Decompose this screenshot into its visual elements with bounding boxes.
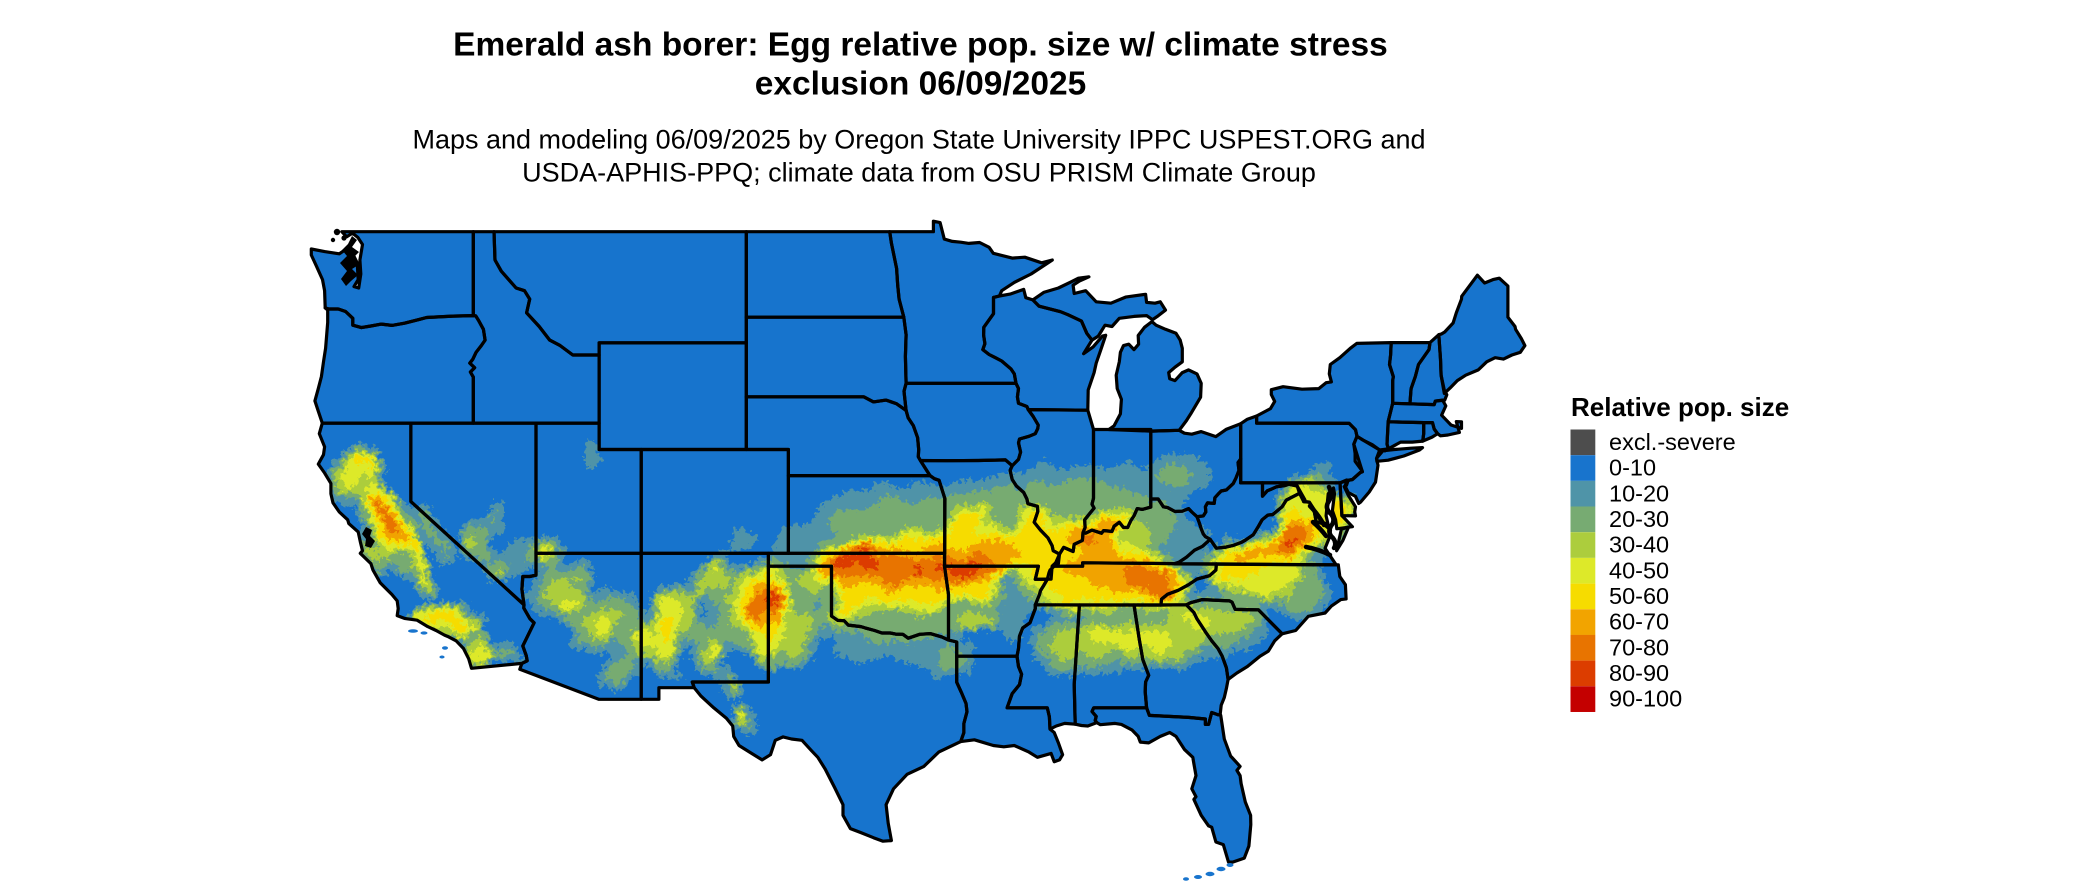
svg-text:80-90: 80-90: [1609, 660, 1669, 686]
svg-text:Maps and modeling 06/09/2025 b: Maps and modeling 06/09/2025 by Oregon S…: [412, 125, 1425, 155]
svg-text:30-40: 30-40: [1609, 532, 1669, 558]
svg-text:70-80: 70-80: [1609, 634, 1669, 660]
svg-text:Emerald ash borer: Egg relativ: Emerald ash borer: Egg relative pop. siz…: [453, 27, 1388, 64]
svg-text:40-50: 40-50: [1609, 557, 1669, 583]
svg-text:60-70: 60-70: [1609, 609, 1669, 635]
svg-text:excl.-severe: excl.-severe: [1609, 429, 1736, 455]
svg-text:90-100: 90-100: [1609, 686, 1682, 712]
svg-text:exclusion 06/09/2025: exclusion 06/09/2025: [755, 66, 1087, 103]
svg-text:USDA-APHIS-PPQ; climate data f: USDA-APHIS-PPQ; climate data from OSU PR…: [522, 158, 1316, 188]
svg-text:50-60: 50-60: [1609, 583, 1669, 609]
svg-text:Relative pop. size: Relative pop. size: [1571, 392, 1789, 422]
svg-text:0-10: 0-10: [1609, 455, 1656, 481]
svg-text:10-20: 10-20: [1609, 480, 1669, 506]
svg-text:20-30: 20-30: [1609, 506, 1669, 532]
